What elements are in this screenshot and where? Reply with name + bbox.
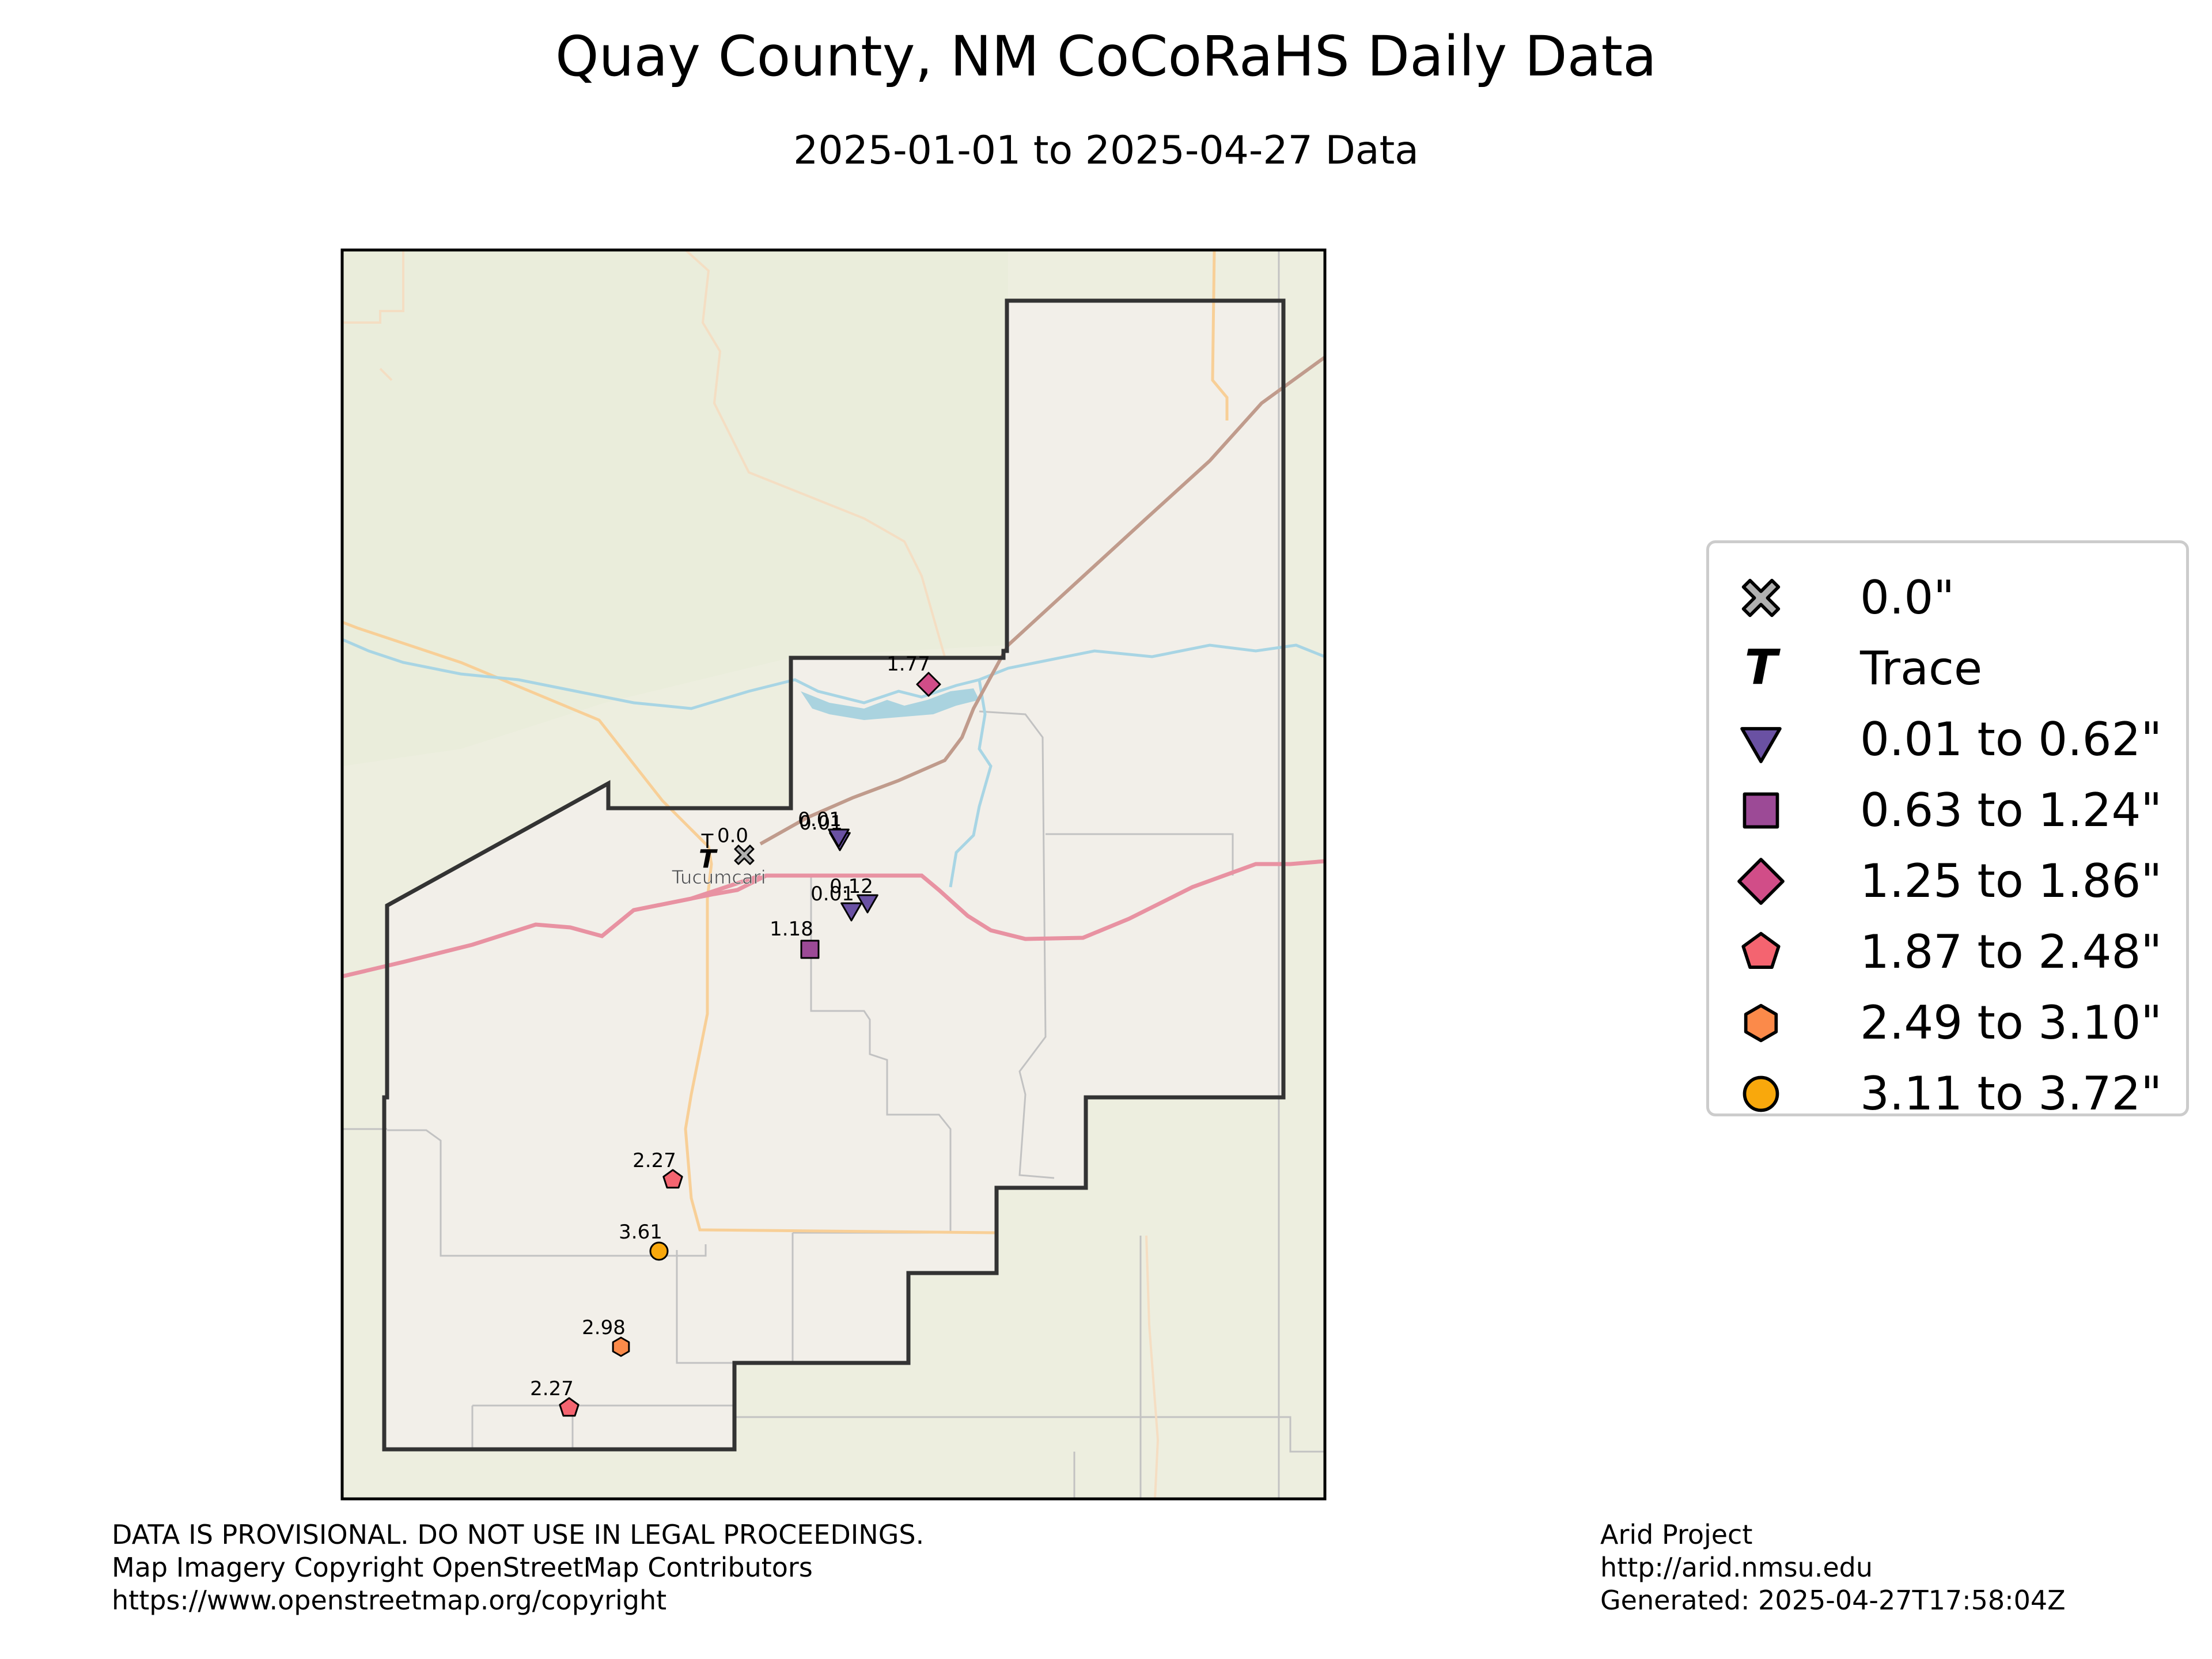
rivers [342, 638, 1325, 888]
faint-roads [342, 250, 1160, 1499]
map-frame [340, 248, 1327, 1501]
legend-label: 1.87 to 2.48" [1860, 925, 2162, 979]
station-marker: T [699, 844, 718, 874]
station-marker [857, 894, 878, 914]
footer-right-line: http://arid.nmsu.edu [1600, 1552, 1873, 1583]
station-marker [828, 828, 850, 848]
station-value-label: 1.77 [887, 653, 930, 676]
station-value-label: 2.27 [530, 1377, 574, 1400]
legend-label: 3.11 to 3.72" [1860, 1067, 2162, 1120]
legend-item: 0.0" [1709, 566, 2186, 630]
footer-right-line: Generated: 2025-04-27T17:58:04Z [1600, 1585, 2066, 1616]
legend-item: 0.01 to 0.62" [1709, 708, 2186, 771]
station-value-label: 0.0 [717, 824, 748, 847]
county-boundary [382, 298, 1286, 1452]
footer-disclaimer: DATA IS PROVISIONAL. DO NOT USE IN LEGAL… [112, 1518, 924, 1617]
trace-t-icon: T [1744, 639, 1781, 696]
x-icon [1741, 578, 1781, 618]
chart-title: Quay County, NM CoCoRaHS Daily Data [555, 24, 1657, 89]
legend-label: Trace [1860, 642, 1983, 695]
footer-left-line: DATA IS PROVISIONAL. DO NOT USE IN LEGAL… [112, 1519, 925, 1550]
legend-item: 1.25 to 1.86" [1709, 850, 2186, 913]
legend-label: 0.01 to 0.62" [1860, 713, 2162, 766]
station-marker [559, 1397, 579, 1417]
chart-subtitle: 2025-01-01 to 2025-04-27 Data [793, 128, 1419, 173]
legend-label: 1.25 to 1.86" [1860, 854, 2162, 908]
legend-item: T Trace [1709, 637, 2186, 700]
station-value-label: 0.01 [810, 882, 854, 906]
legend-item: 3.11 to 3.72" [1709, 1062, 2186, 1126]
legend-item: 2.49 to 3.10" [1709, 991, 2186, 1055]
legend-label: 0.0" [1860, 571, 1955, 624]
legend: 0.0" T Trace 0.01 to 0.62" 0.63 to 1.24" 1.25… [1706, 540, 2189, 1119]
station-marker [649, 1241, 669, 1261]
station-marker [800, 940, 820, 959]
station-marker [734, 844, 755, 865]
footer-left-line: Map Imagery Copyright OpenStreetMap Cont… [112, 1552, 813, 1583]
station-value-label: 2.27 [632, 1149, 676, 1172]
legend-label: 0.63 to 1.24" [1860, 783, 2162, 837]
footer-left-line: https://www.openstreetmap.org/copyright [112, 1585, 667, 1616]
legend-item: 0.63 to 1.24" [1709, 779, 2186, 842]
svg-text:T: T [699, 844, 718, 874]
station-value-label: 0.12 [830, 875, 873, 898]
station-value-label: 0.01 [798, 808, 842, 831]
station-markers: 0.0TT0.010.010.120.011.181.772.273.612.9… [530, 653, 941, 1417]
circle-icon [1743, 1075, 1779, 1112]
diamond-icon [1737, 858, 1785, 905]
svg-text:T: T [1744, 639, 1781, 696]
hexagon-icon [1744, 1003, 1778, 1043]
interstate [342, 859, 1325, 979]
station-value-label: 2.98 [582, 1316, 626, 1339]
legend-label: 2.49 to 3.10" [1860, 996, 2162, 1050]
place-label-tucumcari: Tucumcari [671, 866, 766, 888]
footer-credits: Arid Project http://arid.nmsu.edu Genera… [1600, 1518, 2066, 1617]
conchas-lake [801, 688, 979, 720]
triangle-down-icon [1740, 727, 1782, 763]
station-value-label: T [701, 830, 714, 853]
legend-item: 1.87 to 2.48" [1709, 921, 2186, 984]
railroad [759, 355, 1325, 846]
station-marker [612, 1336, 630, 1357]
station-marker [916, 672, 941, 697]
square-icon [1743, 792, 1779, 829]
station-value-label: 3.61 [619, 1221, 662, 1244]
footer-right-line: Arid Project [1600, 1519, 1753, 1550]
station-marker [662, 1169, 683, 1189]
pentagon-icon [1741, 931, 1781, 969]
station-value-label: 1.18 [770, 918, 813, 941]
station-marker [840, 902, 862, 922]
